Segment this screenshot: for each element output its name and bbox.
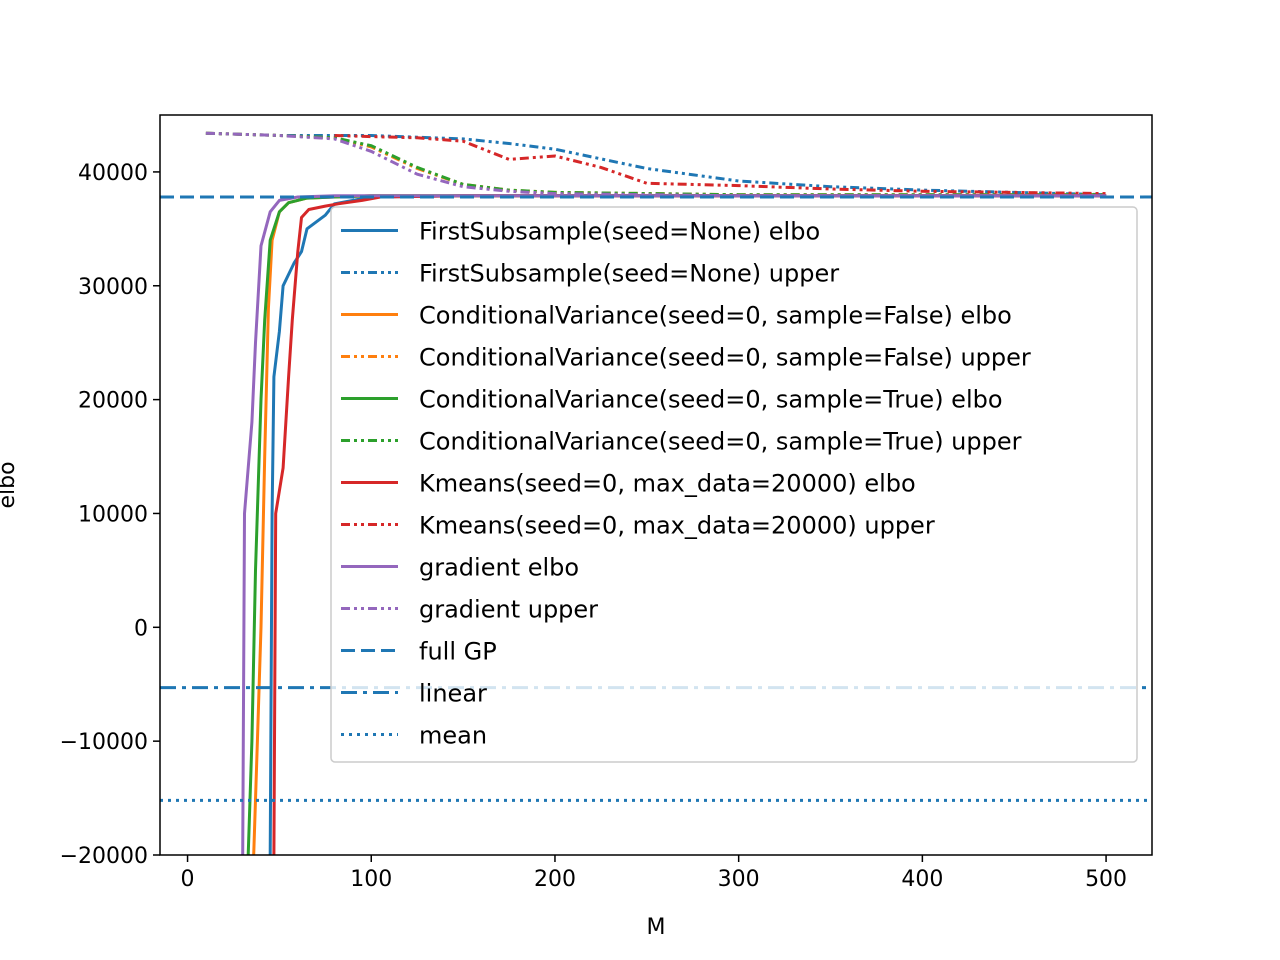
- y-tick-label: 20000: [78, 389, 148, 414]
- y-tick-label: 0: [134, 616, 148, 641]
- legend-label: gradient elbo: [419, 554, 579, 582]
- legend-label: Kmeans(seed=0, max_data=20000) elbo: [419, 470, 916, 498]
- legend-box: [330, 206, 1138, 763]
- y-tick-label: 30000: [78, 275, 148, 300]
- legend-label: ConditionalVariance(seed=0, sample=False…: [419, 344, 1031, 372]
- x-tick-label: 200: [534, 867, 576, 892]
- legend-label: ConditionalVariance(seed=0, sample=False…: [419, 302, 1012, 330]
- legend: FirstSubsample(seed=None) elbo FirstSubsa…: [330, 206, 1138, 763]
- legend-label: ConditionalVariance(seed=0, sample=True)…: [419, 428, 1022, 456]
- legend-label: gradient upper: [419, 596, 598, 624]
- series-line-gradient-upper: [205, 131, 1107, 198]
- x-axis-label: M: [647, 915, 666, 940]
- y-tick-label: 10000: [78, 502, 148, 527]
- x-tick-label: 100: [350, 867, 392, 892]
- legend-label: Kmeans(seed=0, max_data=20000) upper: [419, 512, 935, 540]
- y-tick-label: −10000: [60, 730, 148, 755]
- y-axis-label: elbo: [0, 461, 20, 508]
- series-layer: [160, 131, 1152, 855]
- plot-frame: [159, 114, 1153, 856]
- legend-label: FirstSubsample(seed=None) elbo: [419, 218, 820, 246]
- y-tick-label: −20000: [60, 844, 148, 869]
- legend-label: mean: [419, 722, 487, 750]
- y-axis: −20000 −10000 0 10000 20000 30000 40000: [60, 161, 160, 869]
- x-axis: 0 100 200 300 400 500: [181, 855, 1127, 892]
- series-line-kmeans-seed-0-max-data-20000-upper: [334, 134, 1107, 196]
- legend-label: linear: [419, 680, 487, 708]
- legend-label: FirstSubsample(seed=None) upper: [419, 260, 839, 288]
- x-tick-label: 0: [181, 867, 195, 892]
- y-tick-label: 40000: [78, 161, 148, 186]
- x-tick-label: 300: [718, 867, 760, 892]
- x-tick-label: 400: [901, 867, 943, 892]
- legend-label: ConditionalVariance(seed=0, sample=True)…: [419, 386, 1003, 414]
- legend-label: full GP: [419, 638, 497, 666]
- x-tick-label: 500: [1085, 867, 1127, 892]
